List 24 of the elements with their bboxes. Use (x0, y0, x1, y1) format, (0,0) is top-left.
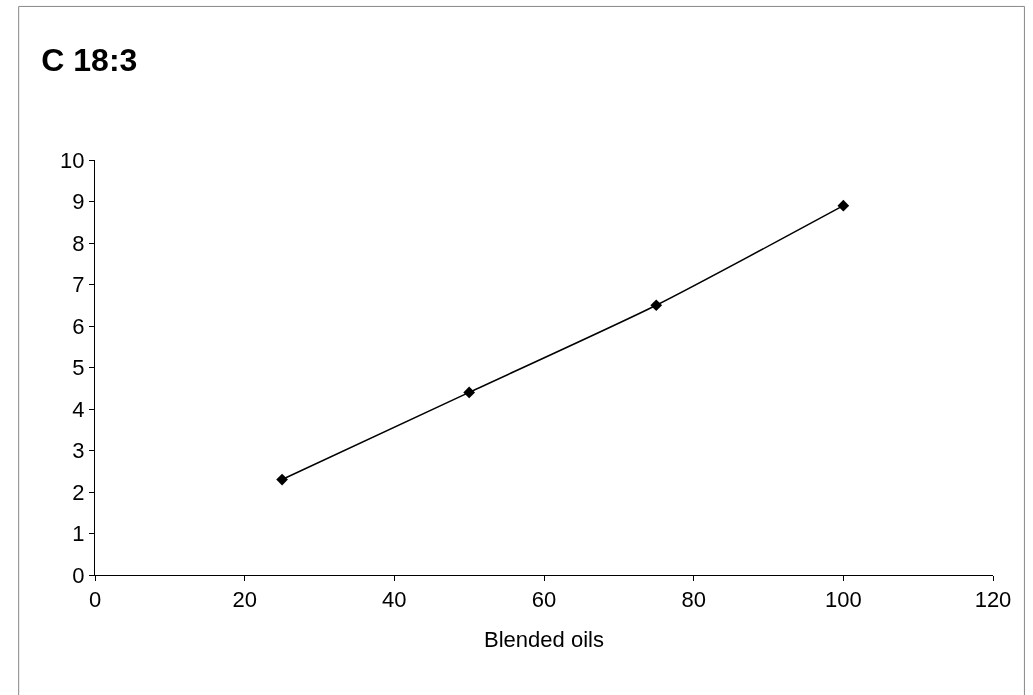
y-tick-label: 3 (72, 438, 85, 464)
y-tick-label: 0 (72, 562, 85, 588)
x-tick-label: 120 (974, 587, 1012, 613)
x-axis-title: Blended oils (484, 627, 604, 653)
y-tick-label: 8 (72, 230, 85, 256)
point (650, 299, 663, 312)
x-tick-label: 20 (232, 587, 257, 613)
point (463, 386, 476, 399)
x-tick-label: 0 (88, 587, 102, 613)
y-tick-label: 6 (72, 313, 85, 339)
y-tick-label: 7 (72, 272, 85, 298)
x-tick-label: 60 (531, 587, 557, 613)
y-tick-label: 9 (72, 189, 85, 215)
y-tick-label: 4 (72, 396, 85, 422)
y-tick-label: 2 (72, 479, 85, 505)
x-tick-label: 100 (824, 587, 862, 613)
point (276, 473, 288, 486)
y-tick-label: 1 (72, 521, 85, 547)
x-tick-label: 40 (382, 587, 407, 613)
x-tick-label: 80 (681, 587, 706, 613)
chart-title: C 18:3 (41, 42, 138, 79)
y-tick-label: 10 (60, 147, 85, 173)
point (837, 199, 850, 212)
y-tick-label: 5 (72, 355, 85, 381)
